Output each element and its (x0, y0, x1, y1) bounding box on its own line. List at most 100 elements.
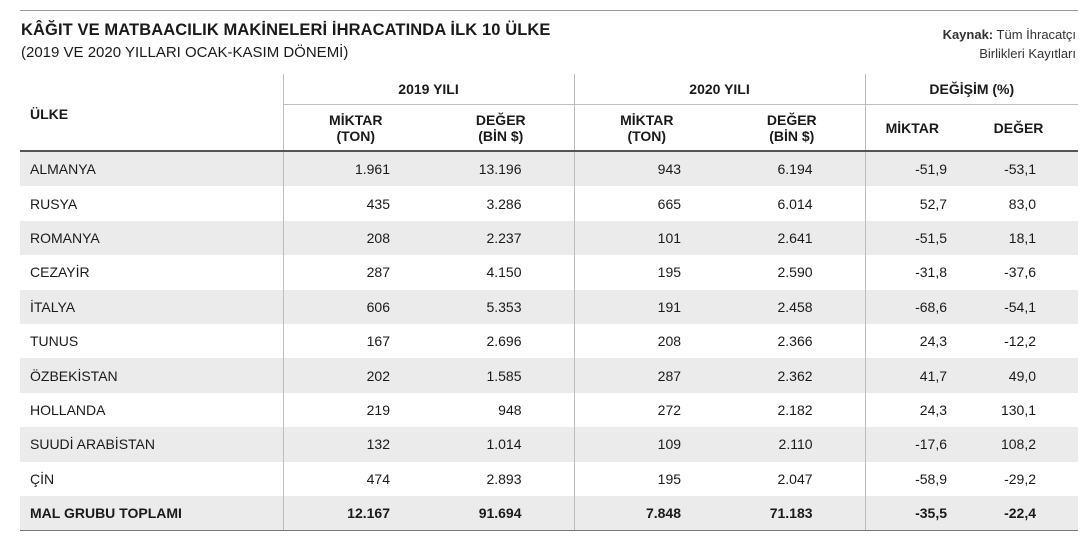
miktar-2019-cell: 132 (282, 427, 428, 462)
header-change-miktar: MİKTAR (864, 104, 960, 152)
miktar-2020-cell: 943 (573, 151, 720, 187)
miktar-2019-cell: 287 (282, 255, 428, 290)
table-row: RUSYA 435 3.286 665 6.014 52,7 83,0 (20, 186, 1078, 221)
deger-2020-cell: 6.194 (719, 151, 866, 187)
header-group-2019: 2019 YILI (282, 74, 575, 105)
deger-2020-cell: 2.458 (719, 289, 866, 324)
source-line-1: Tüm İhracatçı (996, 27, 1076, 42)
page-title: KÂĞIT VE MATBAACILIK MAKİNELERİ İHRACATI… (21, 21, 551, 39)
change-miktar-cell: -58,9 (864, 461, 960, 496)
change-miktar-cell: -31,8 (864, 255, 960, 290)
total-miktar-2019-cell: 12.167 (282, 495, 428, 532)
change-deger-cell: 108,2 (959, 427, 1079, 462)
change-deger-cell: -29,2 (1004, 470, 1037, 487)
deger-2020-cell: 2.182 (777, 401, 813, 418)
miktar-2020-cell: 109 (573, 427, 720, 462)
total-change-miktar-cell: -35,5 (864, 495, 960, 532)
change-deger-cell: -12,2 (1004, 333, 1037, 350)
change-deger-cell: -37,6 (1004, 264, 1037, 281)
miktar-2019-cell: 219 (282, 392, 428, 428)
change-miktar-cell: -51,9 (864, 151, 960, 187)
country-cell: ALMANYA (20, 151, 283, 187)
header-2020-miktar: MİKTAR (TON) (573, 104, 720, 152)
miktar-2020-cell: 287 (573, 358, 720, 393)
deger-unit: (BİN $) (478, 127, 524, 144)
deger-2019-cell: 4.150 (486, 264, 522, 281)
miktar-2019-cell: 435 (282, 186, 428, 221)
deger-unit: (BİN $) (769, 127, 815, 144)
table-row: ALMANYA 1.961 13.196 943 6.194 -51,9 -53… (20, 151, 1079, 187)
table-row: ROMANYA 208 2.237 101 2.641 -51,5 18,1 (20, 220, 1079, 256)
country-cell: ÇİN (30, 470, 55, 487)
table-row: TUNUS 167 2.696 208 2.366 24,3 -12,2 (20, 323, 1078, 359)
change-deger-cell: 18,1 (959, 220, 1079, 256)
change-miktar-cell: 41,7 (864, 358, 960, 393)
source-note: Kaynak: Tüm İhracatçı Birlikleri Kayıtla… (943, 25, 1076, 63)
miktar-unit: (TON) (336, 127, 376, 144)
change-miktar-cell: -68,6 (864, 289, 960, 324)
table-row: CEZAYİR 287 4.150 195 2.590 -31,8 -37,6 (20, 255, 1078, 290)
miktar-2019-cell: 1.961 (282, 151, 428, 187)
top-rule (20, 10, 1078, 11)
deger-2020-cell: 2.366 (777, 333, 813, 350)
export-table: ÜLKE 2019 YILI 2020 YILI DEĞİŞİM (%) MİK… (20, 74, 1079, 532)
deger-2019-cell: 1.585 (428, 358, 575, 393)
deger-2020-cell: 2.047 (777, 470, 813, 487)
change-miktar-cell: -17,6 (864, 427, 960, 462)
table-row: ÖZBEKİSTAN 202 1.585 287 2.362 41,7 49,0 (20, 358, 1079, 393)
header-country: ÜLKE (20, 74, 283, 152)
deger-2019-cell: 3.286 (486, 195, 522, 212)
deger-label: DEĞER (766, 111, 817, 128)
header-change-deger: DEĞER (959, 104, 1079, 152)
deger-2020-cell: 2.110 (719, 427, 866, 462)
change-miktar-cell: 24,3 (864, 323, 960, 359)
change-miktar-cell: 24,3 (864, 392, 960, 428)
total-change-deger-cell: -22,4 (959, 495, 1079, 532)
total-deger-2019-cell: 91.694 (428, 495, 575, 532)
country-cell: HOLLANDA (30, 401, 106, 418)
header-2019-miktar: MİKTAR (TON) (282, 104, 428, 152)
miktar-2020-cell: 195 (573, 255, 720, 290)
table-row: İTALYA 606 5.353 191 2.458 -68,6 -54,1 (20, 289, 1079, 324)
miktar-2019-cell: 167 (282, 323, 428, 359)
country-cell: ÖZBEKİSTAN (20, 358, 283, 393)
deger-2019-cell: 2.237 (428, 220, 575, 256)
country-cell: CEZAYİR (30, 264, 90, 281)
change-deger-cell: 83,0 (1008, 195, 1037, 212)
header-2020-deger: DEĞER (BİN $) (719, 104, 866, 152)
header-group-change: DEĞİŞİM (%) (864, 74, 1079, 105)
miktar-label: MİKTAR (620, 111, 674, 128)
page-subtitle: (2019 VE 2020 YILLARI OCAK-KASIM DÖNEMİ) (21, 44, 349, 61)
change-deger-cell: -54,1 (959, 289, 1079, 324)
miktar-2019-cell: 208 (282, 220, 428, 256)
miktar-2019-cell: 474 (282, 461, 428, 496)
deger-2020-cell: 6.014 (777, 195, 813, 212)
table-row: SUUDİ ARABİSTAN 132 1.014 109 2.110 -17,… (20, 427, 1079, 462)
deger-2019-cell: 1.014 (428, 427, 575, 462)
country-cell: ROMANYA (20, 220, 283, 256)
deger-2019-cell: 13.196 (428, 151, 575, 187)
source-line-2: Birlikleri Kayıtları (979, 46, 1076, 61)
country-cell: İTALYA (20, 289, 283, 324)
country-cell: RUSYA (30, 195, 78, 212)
country-cell: SUUDİ ARABİSTAN (20, 427, 283, 462)
total-miktar-2020-cell: 7.848 (573, 495, 720, 532)
deger-2019-cell: 948 (498, 401, 522, 418)
miktar-2020-cell: 195 (573, 461, 720, 496)
header-2019-deger: DEĞER (BİN $) (428, 104, 575, 152)
deger-2019-cell: 2.696 (486, 333, 522, 350)
miktar-label: MİKTAR (329, 111, 383, 128)
miktar-2020-cell: 208 (573, 323, 720, 359)
change-miktar-cell: -51,5 (864, 220, 960, 256)
miktar-2020-cell: 665 (573, 186, 720, 221)
deger-2019-cell: 2.893 (486, 470, 522, 487)
change-deger-cell: -53,1 (959, 151, 1079, 187)
table-row: HOLLANDA 219 948 272 2.182 24,3 130,1 (20, 392, 1078, 428)
total-label-cell: MAL GRUBU TOPLAMI (20, 495, 283, 532)
total-deger-2020-cell: 71.183 (719, 495, 866, 532)
table-row: ÇİN 474 2.893 195 2.047 -58,9 -29,2 (20, 461, 1078, 496)
change-deger-cell: 49,0 (959, 358, 1079, 393)
source-label: Kaynak: (942, 27, 994, 42)
miktar-unit: (TON) (627, 127, 667, 144)
change-deger-cell: 130,1 (1000, 401, 1037, 418)
